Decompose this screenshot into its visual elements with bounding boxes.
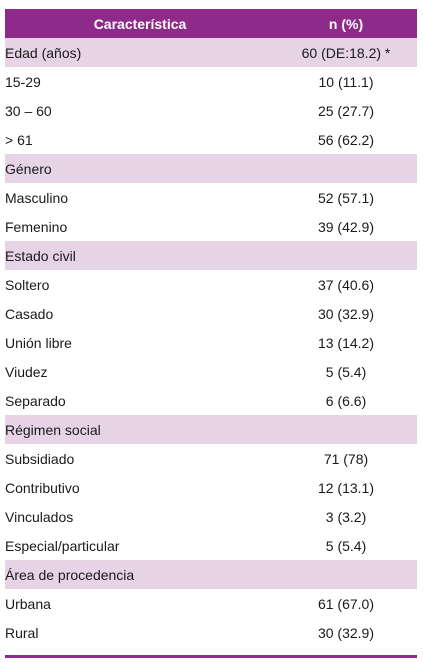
row-value: 56 (62.2) xyxy=(317,131,375,148)
row-label: Separado xyxy=(5,392,66,409)
row-value: 3 (3.2) xyxy=(325,508,367,525)
category-row-age: Edad (años) 60 (DE:18.2) * xyxy=(5,38,417,67)
table-row: Viudez 5 (5.4) xyxy=(5,357,417,386)
table-header-row: Característica n (%) xyxy=(5,9,417,38)
row-label: Género xyxy=(5,154,275,183)
row-value: 37 (40.6) xyxy=(317,276,375,293)
characteristics-table: Característica n (%) Edad (años) 60 (DE:… xyxy=(5,9,417,647)
table-row: 15-29 10 (11.1) xyxy=(5,67,417,96)
row-label: Régimen social xyxy=(5,415,275,444)
table-row: Casado 30 (32.9) xyxy=(5,299,417,328)
row-value: 39 (42.9) xyxy=(317,218,375,235)
row-value: 5 (5.4) xyxy=(325,363,367,380)
row-value: 61 (67.0) xyxy=(317,595,375,612)
table-row: Femenino 39 (42.9) xyxy=(5,212,417,241)
category-row-origin-area: Área de procedencia xyxy=(5,560,417,589)
row-label: Estado civil xyxy=(5,241,275,270)
row-label: Unión libre xyxy=(5,334,72,351)
header-characteristic: Característica xyxy=(5,9,275,38)
row-value: 30 (32.9) xyxy=(317,624,375,641)
row-label: Vinculados xyxy=(5,508,74,525)
row-value xyxy=(275,560,417,589)
row-value: 6 (6.6) xyxy=(325,392,367,409)
row-label: Urbana xyxy=(5,595,51,612)
category-row-gender: Género xyxy=(5,154,417,183)
bottom-rule xyxy=(5,655,417,658)
row-value: 30 (32.9) xyxy=(317,305,375,322)
row-label: Casado xyxy=(5,305,54,322)
row-label: > 61 xyxy=(5,131,33,148)
row-value xyxy=(275,415,417,444)
row-value xyxy=(275,154,417,183)
table-row: Rural 30 (32.9) xyxy=(5,618,417,647)
row-label: Soltero xyxy=(5,276,50,293)
table-row: Subsidiado 71 (78) xyxy=(5,444,417,473)
row-value: 12 (13.1) xyxy=(317,479,375,496)
row-value: 10 (11.1) xyxy=(318,73,374,90)
table-row: > 61 56 (62.2) xyxy=(5,125,417,154)
row-label: 15-29 xyxy=(5,73,41,90)
category-row-social-regime: Régimen social xyxy=(5,415,417,444)
table-row: Unión libre 13 (14.2) xyxy=(5,328,417,357)
row-value: 71 (78) xyxy=(323,450,369,467)
row-label: Masculino xyxy=(5,189,69,206)
row-value: 5 (5.4) xyxy=(325,537,367,554)
row-label: Rural xyxy=(5,624,39,641)
row-value xyxy=(275,241,417,270)
row-value: 25 (27.7) xyxy=(317,102,375,119)
row-label: Contributivo xyxy=(5,479,80,496)
table-row: Soltero 37 (40.6) xyxy=(5,270,417,299)
row-label: Especial/particular xyxy=(5,537,120,554)
row-value: 60 (DE:18.2) * xyxy=(275,38,417,67)
row-label: Subsidiado xyxy=(5,450,75,467)
row-label: Viudez xyxy=(5,363,48,380)
header-n-percent: n (%) xyxy=(275,9,417,38)
table-row: Masculino 52 (57.1) xyxy=(5,183,417,212)
table-row: Separado 6 (6.6) xyxy=(5,386,417,415)
table-row: Contributivo 12 (13.1) xyxy=(5,473,417,502)
row-label: Área de procedencia xyxy=(5,560,275,589)
table-row: Especial/particular 5 (5.4) xyxy=(5,531,417,560)
row-label: Edad (años) xyxy=(5,38,275,67)
row-value: 52 (57.1) xyxy=(317,189,375,206)
row-label: Femenino xyxy=(5,218,68,235)
row-value: 13 (14.2) xyxy=(317,334,375,351)
table-row: Vinculados 3 (3.2) xyxy=(5,502,417,531)
table-row: Urbana 61 (67.0) xyxy=(5,589,417,618)
category-row-civil-status: Estado civil xyxy=(5,241,417,270)
table-row: 30 – 60 25 (27.7) xyxy=(5,96,417,125)
row-label: 30 – 60 xyxy=(5,102,52,119)
